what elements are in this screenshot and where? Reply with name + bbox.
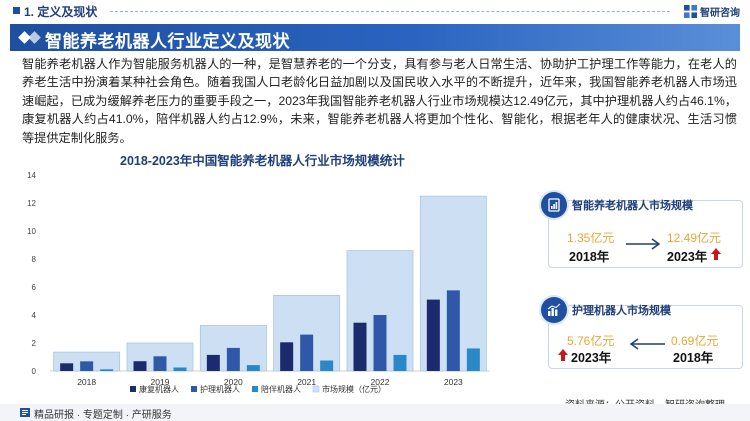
right-value: 0.69亿元 bbox=[671, 334, 719, 348]
footer-text: 精品研报 · 专题定制 · 产研服务 bbox=[34, 410, 172, 421]
to-year: 2023年 bbox=[667, 250, 708, 264]
market-size-chart: 0 2 4 6 8 10 12 14 2018 2019 2020 2021 2022 2023 康复机器人… bbox=[27, 171, 490, 394]
up-arrow-icon bbox=[711, 248, 721, 260]
x-tick-label: 2021 bbox=[297, 377, 316, 387]
bar-companion-robot bbox=[246, 365, 260, 371]
bar-rehab-robot bbox=[353, 322, 367, 371]
bar-rehab-robot bbox=[280, 342, 294, 371]
bar-rehab-robot bbox=[60, 363, 74, 371]
left-year: 2023年 bbox=[571, 351, 612, 365]
section-header: 1. 定义及现状 智研咨询 bbox=[0, 0, 750, 22]
brand-logo-icon bbox=[684, 4, 697, 18]
panel-nursing-robot: 护理机器人市场规模 5.76亿元 2023年 0.69亿元 2018年 bbox=[541, 297, 743, 369]
y-tick-label: 8 bbox=[32, 255, 37, 264]
bar-nursing-robot bbox=[373, 315, 387, 371]
x-tick-label: 2020 bbox=[224, 377, 243, 387]
bar-nursing-robot bbox=[80, 361, 94, 371]
x-tick-label: 2023 bbox=[444, 377, 463, 387]
section-square-icon bbox=[13, 7, 20, 14]
x-tick-label: 2019 bbox=[151, 377, 170, 387]
chart-title: 2018-2023年中国智能养老机器人行业市场规模统计 bbox=[120, 154, 405, 168]
legend-swatch bbox=[252, 386, 258, 392]
y-tick-label: 0 bbox=[32, 367, 37, 376]
legend-label: 护理机器人 bbox=[200, 384, 240, 394]
section-label: 1. 定义及现状 bbox=[24, 5, 98, 19]
chart-doc-icon bbox=[541, 192, 567, 218]
from-value: 1.35亿元 bbox=[567, 231, 615, 245]
x-tick-label: 2022 bbox=[371, 377, 390, 387]
legend-swatch bbox=[312, 385, 320, 393]
to-value: 12.49亿元 bbox=[667, 231, 722, 245]
arrow-left-icon bbox=[629, 338, 665, 350]
panel-header: 智能养老机器人市场规模 bbox=[541, 191, 693, 219]
y-tick-label: 6 bbox=[32, 283, 37, 292]
footer-bar: 精品研报 · 专题定制 · 产研服务 bbox=[0, 404, 750, 421]
panel-title: 护理机器人市场规模 bbox=[572, 305, 671, 317]
y-tick-label: 14 bbox=[27, 171, 36, 180]
y-tick-label: 4 bbox=[32, 311, 37, 320]
legend-label: 陪伴机器人 bbox=[261, 384, 301, 394]
panel-title: 智能养老机器人市场规模 bbox=[572, 200, 693, 212]
bar-nursing-robot bbox=[446, 290, 460, 371]
legend-swatch bbox=[130, 386, 136, 392]
intro-paragraph: 智能养老机器人作为智能服务机器人的一种，是智慧养老的一个分支，具有参与老人日常生… bbox=[22, 57, 737, 145]
legend-label: 市场规模（亿元） bbox=[322, 384, 386, 394]
bar-chart-icon bbox=[541, 297, 567, 323]
right-year: 2018年 bbox=[673, 351, 714, 365]
bar-companion-robot bbox=[100, 369, 114, 371]
bar-rehab-robot bbox=[426, 299, 440, 371]
brand-logo[interactable]: 智研咨询 bbox=[684, 3, 740, 19]
x-tick-label: 2018 bbox=[77, 377, 96, 387]
bar-nursing-robot bbox=[226, 347, 240, 371]
section-divider bbox=[110, 11, 670, 12]
bar-nursing-robot bbox=[153, 356, 167, 371]
y-tick-label: 12 bbox=[27, 199, 36, 208]
bar-companion-robot bbox=[466, 348, 480, 371]
bar-nursing-robot bbox=[300, 334, 314, 371]
y-tick-label: 10 bbox=[27, 227, 36, 236]
page-title: 智能养老机器人行业定义及现状 bbox=[45, 32, 290, 51]
bar-rehab-robot bbox=[133, 361, 147, 371]
legend-label: 康复机器人 bbox=[139, 384, 179, 394]
bar-companion-robot bbox=[173, 367, 187, 371]
title-banner: 智能养老机器人行业定义及现状 bbox=[10, 24, 740, 51]
up-arrow-icon bbox=[558, 349, 568, 361]
report-icon bbox=[20, 408, 30, 417]
bar-rehab-robot bbox=[206, 354, 220, 371]
panel-market-size: 智能养老机器人市场规模 1.35亿元 2018年 12.49亿元 2023年 bbox=[541, 192, 743, 268]
panel-header: 护理机器人市场规模 bbox=[541, 296, 671, 324]
y-tick-label: 2 bbox=[32, 339, 37, 348]
bar-companion-robot bbox=[393, 354, 407, 371]
brand-name: 智研咨询 bbox=[700, 7, 740, 19]
bar-companion-robot bbox=[320, 360, 334, 371]
diamond-icon bbox=[28, 31, 41, 44]
left-value: 5.76亿元 bbox=[567, 334, 615, 348]
arrow-right-icon bbox=[626, 238, 661, 250]
from-year: 2018年 bbox=[569, 250, 610, 264]
legend-swatch bbox=[191, 386, 197, 392]
